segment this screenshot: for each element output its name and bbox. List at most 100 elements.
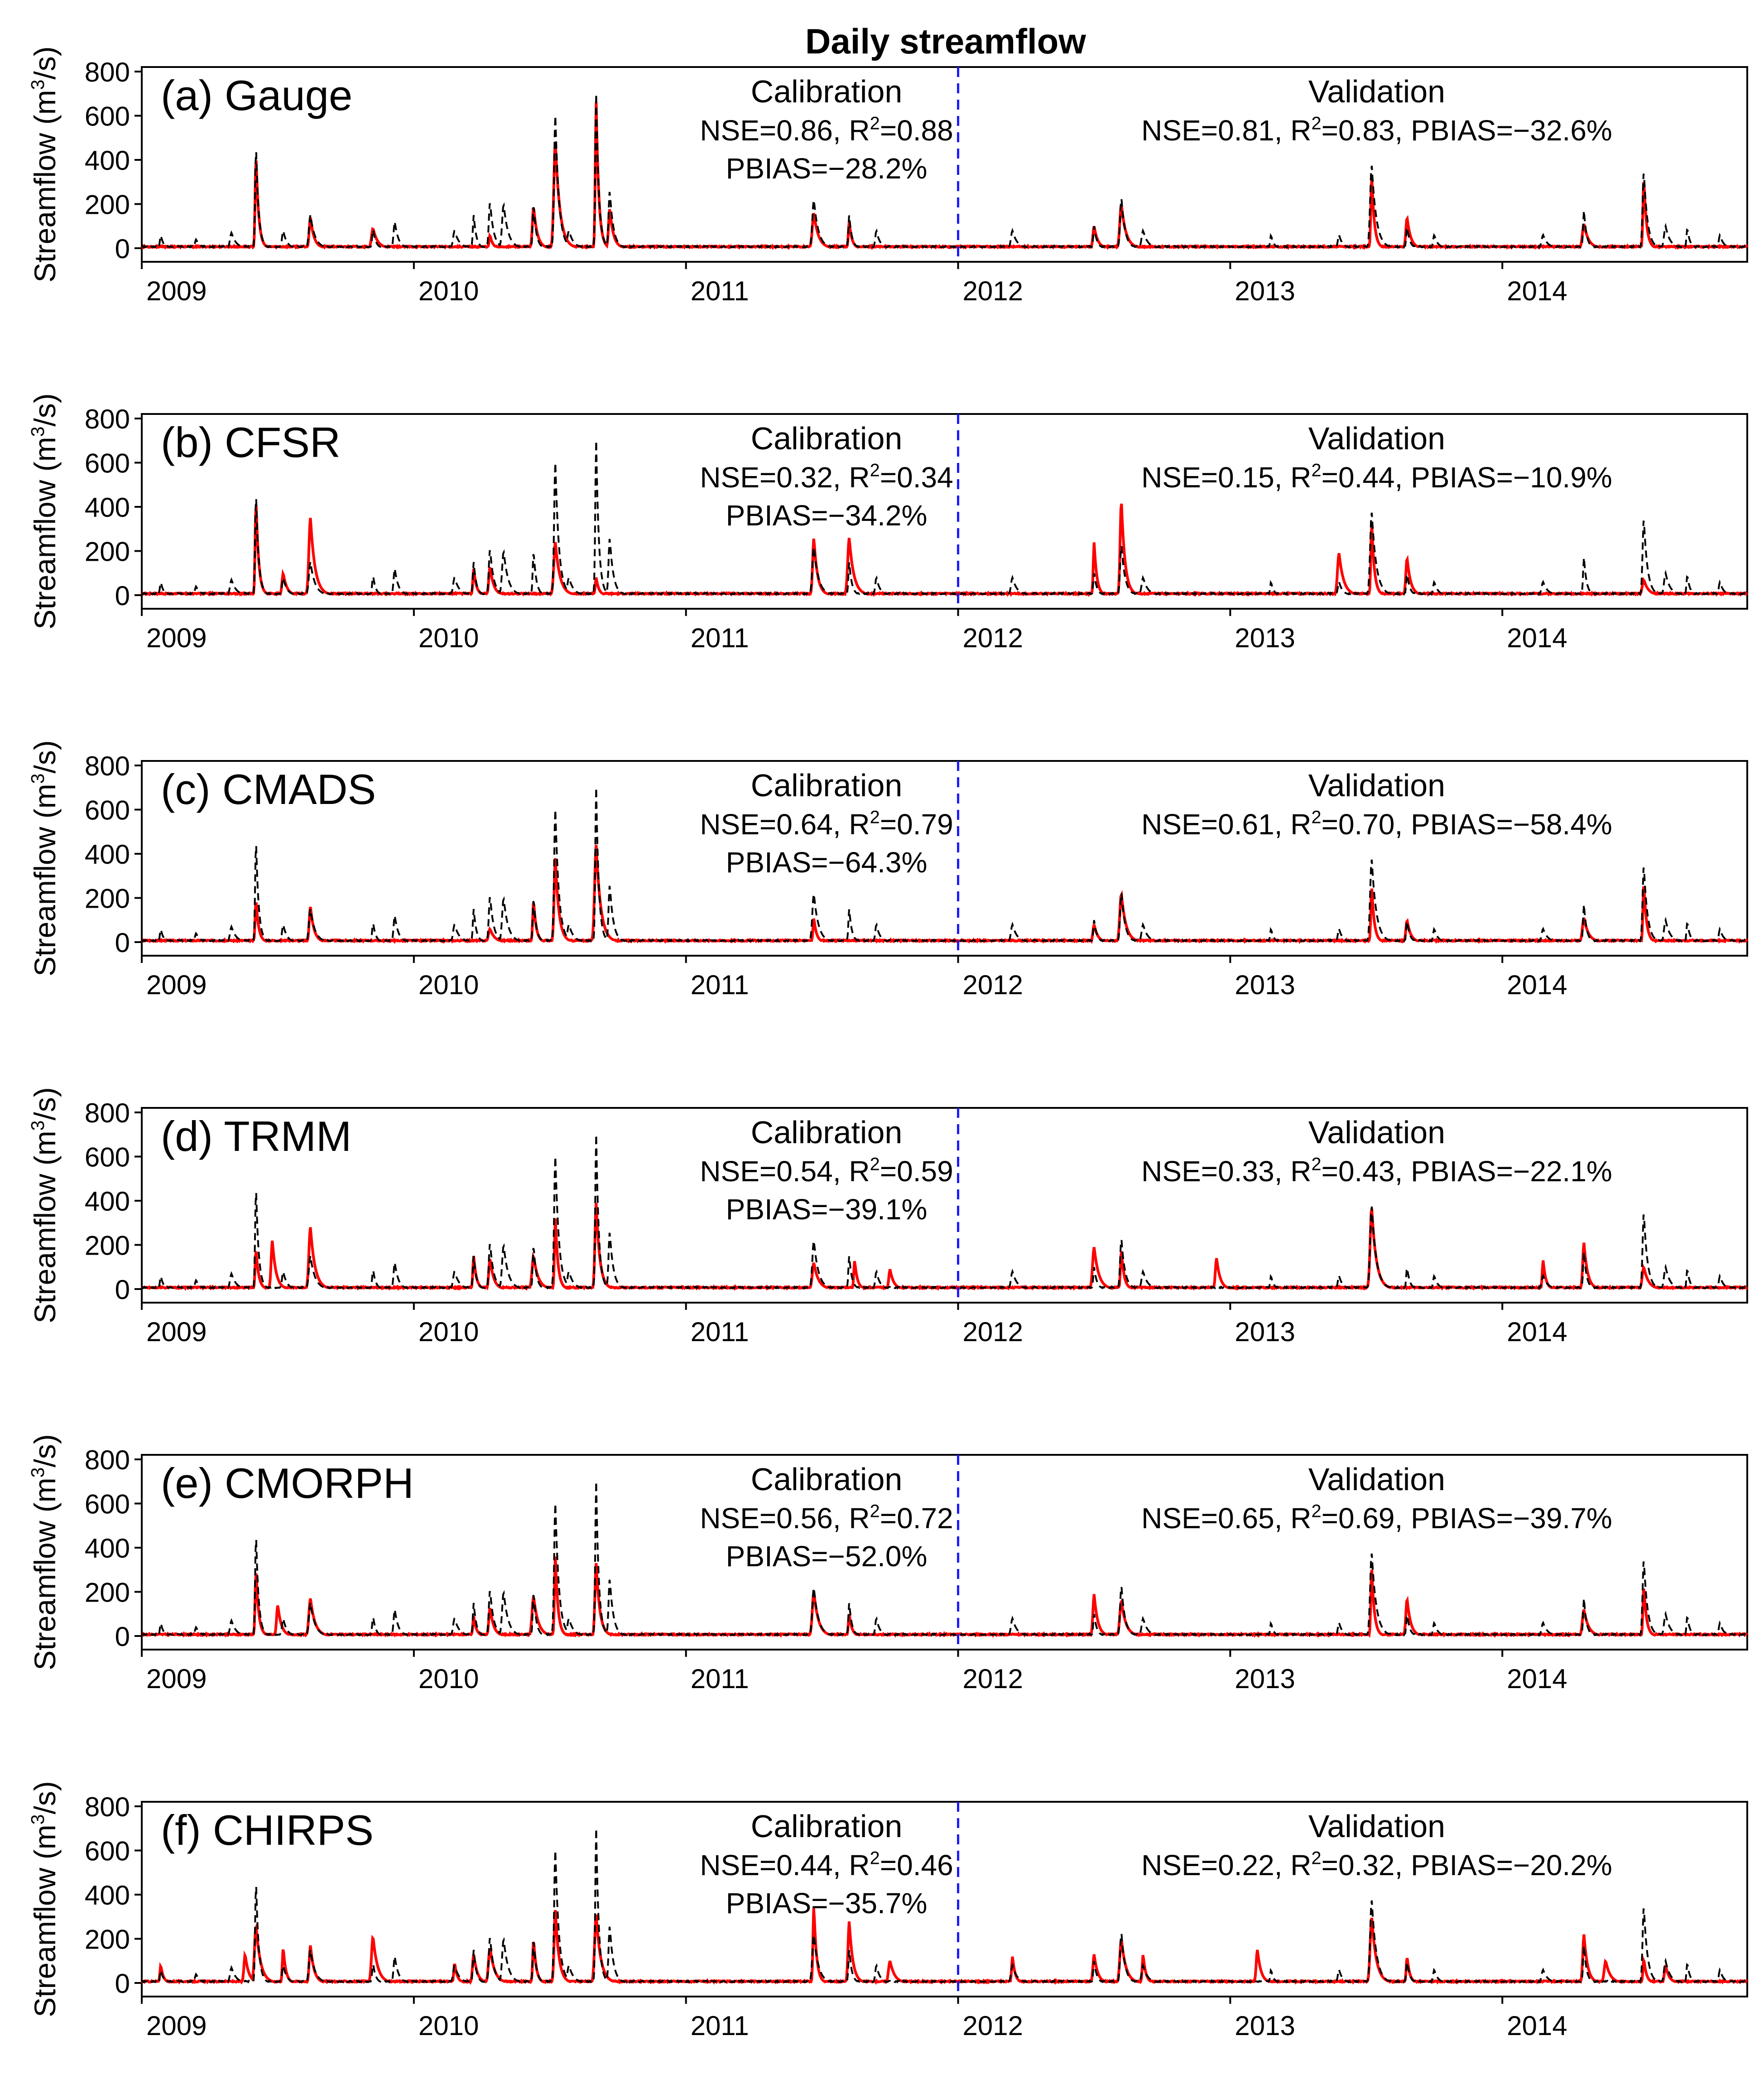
y-tick-label: 0: [115, 581, 130, 611]
y-tick-label: 0: [115, 1968, 130, 1999]
panel-2: 0 200 400 600 800 Streamflow (m3/s) 2009 2010 20…: [27, 393, 1748, 653]
x-tick-label: 2010: [418, 1664, 479, 1694]
x-tick-label: 2014: [1507, 276, 1567, 306]
x-tick-label: 2012: [963, 1664, 1023, 1694]
panel-3: 0 200 400 600 800 Streamflow (m3/s) 2009 2010 20…: [27, 740, 1749, 1000]
observed-series-line: [141, 1134, 1748, 1290]
y-tick-label: 800: [85, 57, 130, 87]
x-tick-label: 2012: [963, 2011, 1023, 2041]
panel-label: (d) TRMM: [161, 1112, 351, 1160]
x-tick-label: 2010: [418, 623, 479, 653]
x-tick-label: 2014: [1507, 623, 1567, 653]
y-tick-label: 600: [85, 1142, 130, 1173]
figure-title: Daily streamflow: [805, 21, 1086, 61]
calibration-heading: Calibration: [751, 421, 903, 456]
validation-metrics: NSE=0.81, R2=0.83, PBIAS=−32.6%: [1141, 114, 1612, 147]
calibration-heading: Calibration: [751, 74, 903, 109]
y-tick-label: 200: [85, 1578, 130, 1608]
x-tick-label: 2014: [1507, 1317, 1567, 1347]
x-tick-label: 2011: [691, 276, 749, 306]
validation-metrics: NSE=0.33, R2=0.43, PBIAS=−22.1%: [1141, 1155, 1612, 1188]
plot-frame: [141, 66, 1748, 263]
x-tick-label: 2011: [691, 623, 749, 653]
x-tick-label: 2009: [146, 1317, 207, 1347]
y-tick-label: 800: [85, 751, 130, 781]
plot-frame: [141, 1107, 1748, 1304]
panel-label: (f) CHIRPS: [161, 1806, 374, 1854]
validation-heading: Validation: [1308, 74, 1445, 109]
x-tick-label: 2012: [963, 1317, 1023, 1347]
calibration-metrics: NSE=0.56, R2=0.72: [700, 1501, 953, 1535]
y-tick-label: 200: [85, 1925, 130, 1955]
calibration-heading: Calibration: [751, 768, 903, 803]
panel-label: (e) CMORPH: [161, 1459, 414, 1507]
panel-1: 0 200 400 600 800 Streamflow (m3/s) 2009 2010 20…: [27, 46, 1749, 306]
x-tick-label: 2013: [1235, 1664, 1295, 1694]
y-tick-label: 200: [85, 1231, 130, 1261]
plot-frame: [141, 1801, 1748, 1997]
calibration-heading: Calibration: [751, 1462, 903, 1497]
y-tick-label: 400: [85, 839, 130, 870]
calibration-pbias: PBIAS=−64.3%: [726, 846, 928, 879]
x-tick-label: 2010: [418, 970, 479, 1000]
calibration-metrics: NSE=0.44, R2=0.46: [700, 1848, 953, 1882]
validation-heading: Validation: [1308, 1462, 1445, 1497]
x-tick-label: 2014: [1507, 970, 1567, 1000]
y-tick-label: 800: [85, 1792, 130, 1822]
validation-heading: Validation: [1308, 1809, 1445, 1844]
x-tick-label: 2010: [418, 1317, 479, 1347]
observed-series-line: [141, 1481, 1748, 1637]
panel-label: (c) CMADS: [161, 765, 376, 813]
y-tick-label: 400: [85, 492, 130, 523]
observed-series-line: [141, 1828, 1748, 1984]
x-tick-label: 2009: [146, 970, 207, 1000]
calibration-metrics: NSE=0.54, R2=0.59: [700, 1155, 953, 1188]
calibration-metrics: NSE=0.64, R2=0.79: [700, 808, 953, 841]
plot-frame: [141, 413, 1748, 610]
y-tick-label: 800: [85, 1445, 130, 1475]
y-axis-label: Streamflow (m3/s): [27, 1087, 62, 1323]
x-tick-label: 2013: [1235, 623, 1295, 653]
x-tick-label: 2013: [1235, 2011, 1295, 2041]
x-tick-label: 2009: [146, 2011, 207, 2041]
x-tick-label: 2014: [1507, 1664, 1567, 1694]
y-tick-label: 400: [85, 1533, 130, 1564]
calibration-pbias: PBIAS=−34.2%: [726, 499, 928, 532]
x-tick-label: 2010: [418, 276, 479, 306]
x-tick-label: 2014: [1507, 2011, 1567, 2041]
validation-metrics: NSE=0.61, R2=0.70, PBIAS=−58.4%: [1141, 808, 1612, 841]
calibration-metrics: NSE=0.86, R2=0.88: [700, 114, 953, 147]
y-tick-label: 400: [85, 145, 130, 176]
calibration-pbias: PBIAS=−35.7%: [726, 1887, 928, 1920]
y-axis-label: Streamflow (m3/s): [27, 46, 62, 282]
panel-6: 0 200 400 600 800 Streamflow (m3/s) 2009 2010 20…: [27, 1781, 1748, 2041]
y-tick-label: 0: [115, 928, 130, 958]
validation-heading: Validation: [1308, 768, 1445, 803]
validation-metrics: NSE=0.65, R2=0.69, PBIAS=−39.7%: [1141, 1501, 1612, 1535]
y-axis-label: Streamflow (m3/s): [27, 393, 62, 629]
y-tick-label: 600: [85, 795, 130, 826]
panel-label: (b) CFSR: [161, 419, 341, 466]
x-tick-label: 2011: [691, 1317, 749, 1347]
x-tick-label: 2009: [146, 623, 207, 653]
validation-heading: Validation: [1308, 1115, 1445, 1150]
x-tick-label: 2010: [418, 2011, 479, 2041]
x-tick-label: 2011: [691, 970, 749, 1000]
validation-heading: Validation: [1308, 421, 1445, 456]
y-tick-label: 600: [85, 101, 130, 132]
x-tick-label: 2011: [691, 2011, 749, 2041]
y-tick-label: 400: [85, 1880, 130, 1910]
y-tick-label: 0: [115, 1622, 130, 1652]
calibration-metrics: NSE=0.32, R2=0.34: [700, 461, 953, 494]
plot-frame: [141, 760, 1748, 957]
panels-group: 0 200 400 600 800 Streamflow (m3/s) 2009 2010 20…: [27, 46, 1749, 2041]
x-tick-label: 2013: [1235, 970, 1295, 1000]
plot-frame: [141, 1454, 1748, 1651]
panel-5: 0 200 400 600 800 Streamflow (m3/s) 2009 2010 20…: [27, 1434, 1748, 1694]
panel-4: 0 200 400 600 800 Streamflow (m3/s) 2009 2010 20…: [27, 1087, 1749, 1347]
y-tick-label: 200: [85, 190, 130, 220]
y-tick-label: 200: [85, 884, 130, 914]
calibration-heading: Calibration: [751, 1809, 903, 1844]
y-tick-label: 0: [115, 1275, 130, 1305]
